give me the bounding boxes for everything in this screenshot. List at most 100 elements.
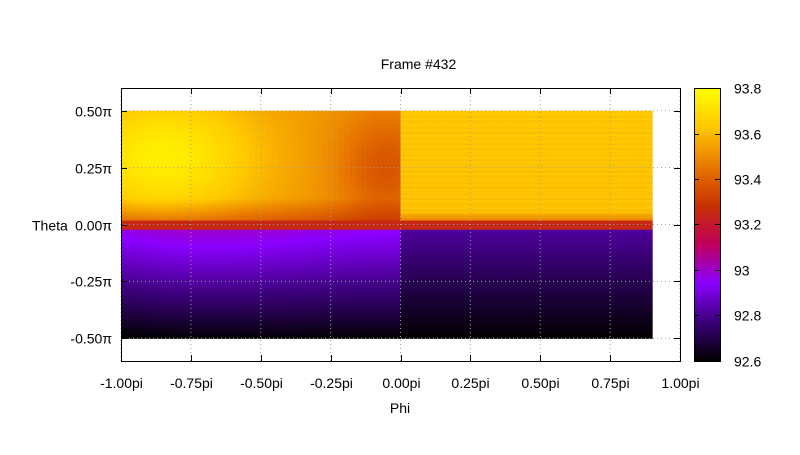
heatmap-cell <box>171 235 178 239</box>
heatmap-cell <box>260 281 267 285</box>
heatmap-cell <box>406 295 413 298</box>
heatmap-cell <box>456 308 463 312</box>
heatmap-cell <box>573 285 580 289</box>
heatmap-cell <box>171 295 178 298</box>
heatmap-cell <box>461 281 469 285</box>
heatmap-cell <box>540 306 547 310</box>
heatmap-cell <box>529 247 536 251</box>
heatmap-cell <box>378 274 385 278</box>
heatmap-cell <box>260 295 267 298</box>
heatmap-cell <box>529 315 536 319</box>
heatmap-cell <box>216 240 223 244</box>
heatmap-cell <box>204 324 212 328</box>
heatmap-cell <box>406 240 413 244</box>
heatmap-cell <box>238 313 245 317</box>
heatmap-cell <box>445 265 452 269</box>
heatmap-cell <box>461 331 469 335</box>
heatmap-cell <box>596 317 603 321</box>
heatmap-cell <box>249 256 256 260</box>
heatmap-cell <box>121 238 128 242</box>
heatmap-cell <box>573 333 580 337</box>
heatmap-cell <box>557 304 564 307</box>
heatmap-cell <box>316 329 323 333</box>
heatmap-cell <box>445 254 452 257</box>
heatmap-cell <box>182 297 189 301</box>
heatmap-cell <box>238 274 245 278</box>
heatmap-cell <box>126 292 133 296</box>
heatmap-cell <box>450 235 457 239</box>
heatmap-cell <box>540 279 547 282</box>
heatmap-cell <box>434 306 441 310</box>
heatmap-cell <box>260 306 267 310</box>
heatmap-cell <box>204 247 212 251</box>
heatmap-cell <box>540 270 547 273</box>
heatmap-cell <box>478 276 485 280</box>
heatmap-cell <box>188 270 195 273</box>
heatmap-cell <box>484 283 491 287</box>
heatmap-cell <box>568 251 575 255</box>
heatmap-cell <box>473 285 480 289</box>
heatmap-cell <box>439 263 446 267</box>
heatmap-cell <box>607 281 614 285</box>
heatmap-cell <box>154 313 161 317</box>
heatmap-cell <box>568 267 575 271</box>
heatmap-cell <box>596 290 603 294</box>
heatmap-cell <box>344 267 351 271</box>
heatmap-cell <box>417 329 424 333</box>
heatmap-cell <box>188 272 195 276</box>
heatmap-cell <box>579 279 586 282</box>
heatmap-cell <box>461 251 469 255</box>
heatmap-cell <box>154 331 161 335</box>
heatmap-cell <box>216 310 223 314</box>
heatmap-cell <box>383 324 390 328</box>
heatmap-cell <box>299 267 307 271</box>
heatmap-cell <box>171 285 178 289</box>
heatmap-cell <box>417 260 424 264</box>
heatmap-cell <box>137 310 144 314</box>
heatmap-cell <box>271 249 279 253</box>
heatmap-cell <box>271 238 279 242</box>
heatmap-cell <box>327 238 335 242</box>
heatmap-cell <box>406 306 413 310</box>
heatmap-cell <box>283 299 290 303</box>
heatmap-cell <box>176 235 184 239</box>
heatmap-cell <box>344 315 351 319</box>
heatmap-cell <box>568 276 575 280</box>
heatmap-cell <box>540 265 547 269</box>
heatmap-cell <box>545 242 553 246</box>
heatmap-cell <box>512 326 519 330</box>
heatmap-cell <box>372 265 379 269</box>
heatmap-cell <box>271 244 279 248</box>
heatmap-cell <box>361 320 368 323</box>
heatmap-cell <box>148 290 156 294</box>
heatmap-cell <box>232 263 239 267</box>
heatmap-cell <box>193 310 200 314</box>
heatmap-cell <box>260 329 267 333</box>
heatmap-cell <box>171 260 178 264</box>
heatmap-cell <box>551 333 558 337</box>
heatmap-cell <box>450 254 457 257</box>
heatmap-cell <box>355 310 362 314</box>
heatmap-cell <box>394 249 402 253</box>
heatmap-cell <box>182 324 189 328</box>
heatmap-cell <box>422 279 430 282</box>
heatmap-cell <box>238 285 245 289</box>
heatmap-cell <box>137 251 144 255</box>
heatmap-cell <box>366 244 374 248</box>
heatmap-cell <box>160 235 167 239</box>
heatmap-cell <box>355 331 362 335</box>
heatmap-cell <box>232 270 239 273</box>
heatmap-cell <box>143 295 150 298</box>
heatmap-cell <box>327 324 335 328</box>
heatmap-cell <box>266 292 273 296</box>
heatmap-cell <box>590 331 597 335</box>
heatmap-cell <box>551 324 558 328</box>
heatmap-cell <box>355 304 362 307</box>
heatmap-cell <box>154 288 161 292</box>
heatmap-cell <box>355 324 362 328</box>
heatmap-cell <box>176 244 184 248</box>
heatmap-cell <box>495 317 502 321</box>
heatmap-cell <box>512 260 519 264</box>
heatmap-cell <box>160 317 167 321</box>
heatmap-cell <box>266 304 273 307</box>
